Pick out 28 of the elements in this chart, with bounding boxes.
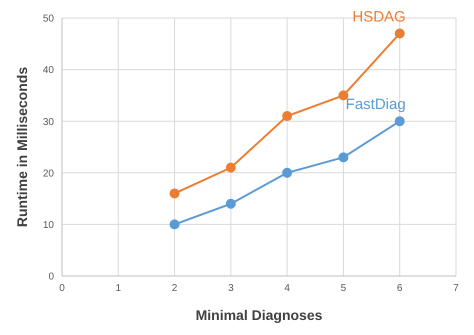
x-tick-label: 2 — [172, 283, 178, 294]
x-tick-label: 5 — [340, 283, 347, 294]
point — [226, 162, 236, 173]
y-tick-label: 10 — [42, 220, 54, 231]
point — [338, 152, 348, 162]
point — [282, 111, 292, 122]
y-tick-label: 30 — [42, 116, 54, 128]
point — [338, 90, 348, 100]
y-tick-label: 40 — [42, 65, 54, 76]
x-tick-label: 6 — [396, 283, 403, 294]
point — [170, 219, 180, 230]
point — [282, 168, 292, 178]
x-tick-label: 1 — [116, 283, 122, 294]
point — [394, 28, 405, 38]
y-axis-title: Runtime in Milliseconds — [14, 66, 30, 228]
x-axis-title: Minimal Diagnoses — [196, 307, 323, 323]
x-tick-label: 0 — [59, 283, 66, 294]
y-tick-label: 20 — [42, 168, 54, 180]
y-tick-label: 0 — [48, 272, 54, 283]
series-label: FastDiag — [346, 96, 406, 114]
point — [170, 188, 180, 198]
point — [226, 198, 236, 209]
x-tick-label: 4 — [284, 283, 290, 294]
y-tick-label: 50 — [42, 14, 54, 25]
series-label: HSDAG — [352, 8, 406, 26]
x-tick-label: 7 — [453, 283, 460, 294]
point — [394, 116, 405, 126]
x-tick-label: 3 — [228, 283, 234, 294]
